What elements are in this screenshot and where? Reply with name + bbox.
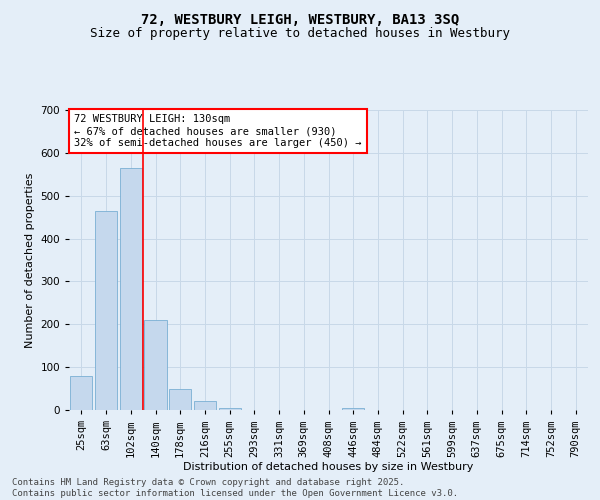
Bar xyxy=(145,320,167,410)
Bar xyxy=(70,376,92,410)
X-axis label: Distribution of detached houses by size in Westbury: Distribution of detached houses by size … xyxy=(184,462,473,472)
Bar xyxy=(95,210,117,410)
Text: 72 WESTBURY LEIGH: 130sqm
← 67% of detached houses are smaller (930)
32% of semi: 72 WESTBURY LEIGH: 130sqm ← 67% of detac… xyxy=(74,114,362,148)
Text: Size of property relative to detached houses in Westbury: Size of property relative to detached ho… xyxy=(90,28,510,40)
Bar xyxy=(169,388,191,410)
Bar xyxy=(218,408,241,410)
Bar xyxy=(119,168,142,410)
Text: Contains HM Land Registry data © Crown copyright and database right 2025.
Contai: Contains HM Land Registry data © Crown c… xyxy=(12,478,458,498)
Text: 72, WESTBURY LEIGH, WESTBURY, BA13 3SQ: 72, WESTBURY LEIGH, WESTBURY, BA13 3SQ xyxy=(141,12,459,26)
Bar xyxy=(342,408,364,410)
Y-axis label: Number of detached properties: Number of detached properties xyxy=(25,172,35,348)
Bar xyxy=(194,402,216,410)
